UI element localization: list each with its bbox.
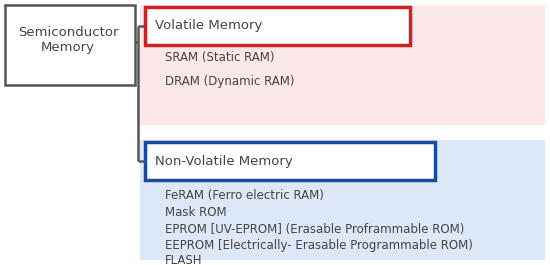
Text: EPROM [UV-EPROM] (Erasable Proframmable ROM): EPROM [UV-EPROM] (Erasable Proframmable …	[165, 223, 464, 236]
Bar	[140, 5, 545, 125]
Text: SRAM (Static RAM): SRAM (Static RAM)	[165, 51, 274, 64]
Text: EEPROM [Electrically- Erasable Programmable ROM): EEPROM [Electrically- Erasable Programma…	[165, 238, 473, 251]
Text: Volatile Memory: Volatile Memory	[155, 20, 262, 33]
Text: Semiconductor
Memory: Semiconductor Memory	[18, 26, 118, 54]
Bar	[5, 5, 135, 85]
Text: FeRAM (Ferro electric RAM): FeRAM (Ferro electric RAM)	[165, 189, 324, 202]
Text: FLASH: FLASH	[165, 254, 202, 265]
Text: Non-Volatile Memory: Non-Volatile Memory	[155, 154, 293, 167]
Bar	[145, 7, 410, 45]
Text: Mask ROM: Mask ROM	[165, 206, 227, 219]
Text: DRAM (Dynamic RAM): DRAM (Dynamic RAM)	[165, 76, 294, 89]
Bar	[145, 142, 435, 180]
Bar	[140, 140, 545, 260]
